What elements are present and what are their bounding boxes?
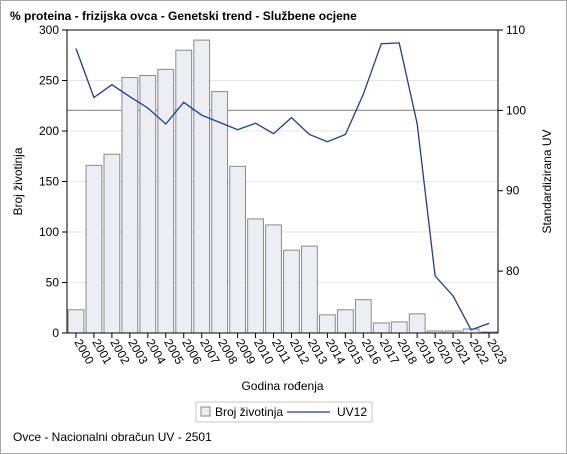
left-tick-label: 100 — [39, 225, 59, 239]
x-axis-label: Godina rođenja — [241, 379, 323, 393]
right-tick-label: 90 — [506, 184, 520, 198]
bar-2006 — [175, 49, 193, 334]
legend-label-bars: Broj životinja — [215, 405, 283, 419]
bar-2016 — [354, 299, 372, 334]
left-tick-label: 300 — [39, 23, 59, 37]
uv12-line — [75, 42, 490, 331]
bar-2008 — [211, 91, 229, 334]
legend-label-line: UV12 — [337, 405, 367, 419]
bar-2009 — [229, 165, 247, 334]
chart-title: % proteina - frizijska ovca - Genetski t… — [10, 9, 357, 23]
bar-2007 — [193, 39, 211, 334]
right-axis-label: Standardizirana UV — [540, 129, 554, 233]
bar-2018 — [390, 321, 408, 334]
bar-2011 — [265, 224, 282, 334]
x-axis-ticks: 2000200120022003200420052006200720082009… — [71, 333, 510, 367]
footer-note: Ovce - Nacionalni obračun UV - 2501 — [13, 430, 212, 444]
bar-2000 — [67, 309, 85, 334]
bar-2004 — [139, 74, 157, 334]
bar-2014 — [318, 314, 336, 334]
bar-2013 — [301, 245, 318, 334]
left-tick-label: 250 — [39, 74, 59, 88]
bar-2001 — [85, 164, 103, 334]
right-tick-label: 80 — [506, 264, 520, 278]
bar-2019 — [408, 313, 426, 334]
left-axis-label: Broj životinja — [11, 147, 25, 215]
legend-bar-swatch — [200, 406, 211, 417]
left-axis-ticks: 0 50 100 150 200 250 300 — [39, 23, 67, 340]
right-tick-label: 100 — [506, 103, 526, 117]
bar-2002 — [103, 153, 121, 334]
left-tick-label: 0 — [52, 326, 59, 340]
bars-group — [67, 39, 498, 334]
gridlines — [67, 80, 498, 283]
bar-2003 — [121, 76, 139, 334]
bar-2015 — [336, 309, 354, 334]
legend: Broj životinja UV12 — [195, 401, 373, 423]
bar-2010 — [247, 218, 264, 334]
left-tick-label: 150 — [39, 175, 59, 189]
bar-2017 — [372, 322, 390, 334]
left-tick-label: 50 — [46, 276, 60, 290]
legend-box — [195, 401, 373, 423]
bar-2005 — [157, 68, 175, 334]
left-tick-label: 200 — [39, 124, 59, 138]
bar-2012 — [283, 249, 300, 334]
right-tick-label: 110 — [506, 23, 525, 37]
right-axis-ticks: 80 90 100 110 — [498, 23, 526, 278]
